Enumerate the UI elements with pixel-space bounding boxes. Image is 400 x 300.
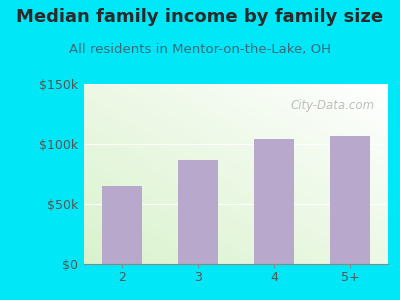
Bar <box>330 136 370 264</box>
Bar <box>102 186 142 264</box>
Bar <box>178 160 218 264</box>
Text: City-Data.com: City-Data.com <box>291 99 375 112</box>
Text: All residents in Mentor-on-the-Lake, OH: All residents in Mentor-on-the-Lake, OH <box>69 44 331 56</box>
Bar <box>254 139 294 264</box>
Text: Median family income by family size: Median family income by family size <box>16 8 384 26</box>
